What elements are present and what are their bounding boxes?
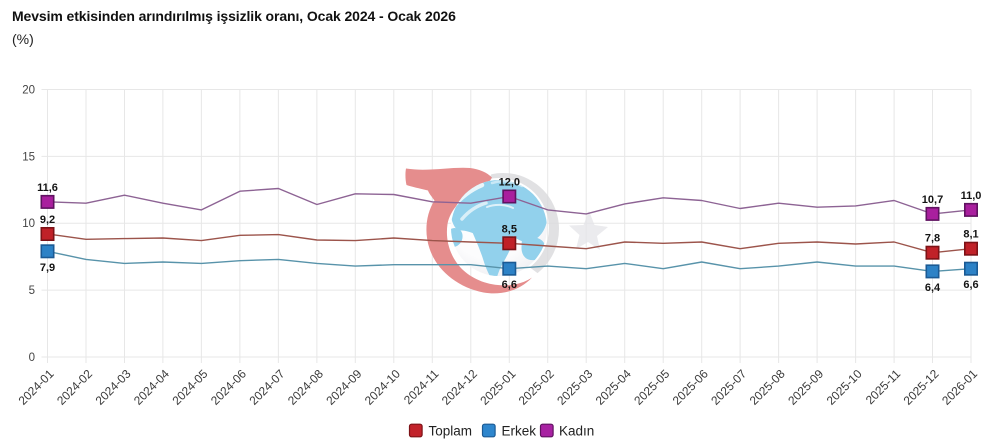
svg-text:10,7: 10,7 <box>922 194 943 206</box>
svg-text:8,1: 8,1 <box>963 229 978 241</box>
svg-text:0: 0 <box>29 352 35 364</box>
svg-text:12,0: 12,0 <box>499 177 520 189</box>
svg-text:5: 5 <box>29 285 35 297</box>
svg-text:7,9: 7,9 <box>40 262 55 274</box>
svg-text:8,5: 8,5 <box>502 223 517 235</box>
svg-text:11,0: 11,0 <box>961 190 982 202</box>
svg-text:20: 20 <box>22 85 35 97</box>
svg-text:6,6: 6,6 <box>963 279 978 291</box>
svg-text:Toplam: Toplam <box>429 424 473 439</box>
svg-text:Kadın: Kadın <box>559 424 594 439</box>
svg-text:Erkek: Erkek <box>502 424 537 439</box>
svg-text:(%): (%) <box>12 31 34 47</box>
svg-text:Mevsim etkisinden arındırılmış: Mevsim etkisinden arındırılmış işsizlik … <box>12 8 456 24</box>
svg-text:6,6: 6,6 <box>502 279 517 291</box>
svg-text:10: 10 <box>22 218 35 230</box>
svg-text:15: 15 <box>22 151 35 163</box>
svg-text:6,4: 6,4 <box>925 282 941 294</box>
svg-text:7,8: 7,8 <box>925 233 940 245</box>
svg-text:9,2: 9,2 <box>40 214 55 226</box>
svg-text:11,6: 11,6 <box>37 182 58 194</box>
